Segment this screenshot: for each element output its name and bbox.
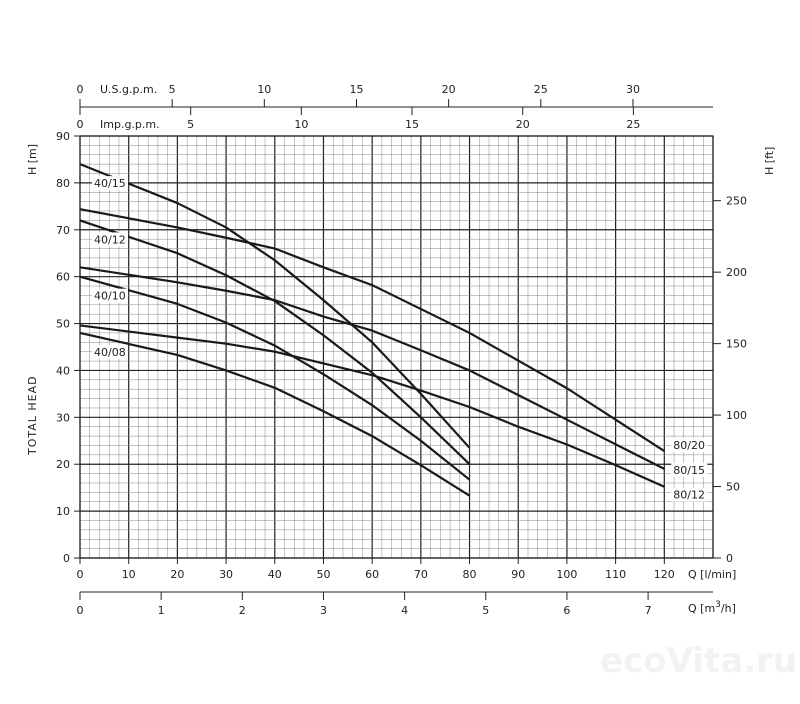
series-label-bg [92,344,128,359]
usgpm-tick-label: 15 [349,83,363,96]
impgpm-tick-label: 15 [405,118,419,131]
x-tick-label: 10 [122,568,136,581]
m3h-axis-label: Q [m3/h] [688,600,736,615]
y-tick-label: 70 [56,224,70,237]
curve-40-08 [79,331,471,497]
ft-tick-label: 0 [726,552,733,565]
x-tick-label: 100 [556,568,577,581]
x-tick-label: 120 [654,568,675,581]
y-tick-label: 90 [56,130,70,143]
ft-tick-label: 250 [726,195,747,208]
y-tick-label: 0 [63,552,70,565]
curve-40-10 [79,275,471,481]
total-head-label: TOTAL HEAD [26,375,39,456]
usgpm-tick-label: 30 [626,83,640,96]
x-tick-label: 110 [605,568,626,581]
x-tick-label: 50 [316,568,330,581]
y-tick-label: 20 [56,458,70,471]
impgpm-tick-label: 0 [77,118,84,131]
usgpm-tick-label: 10 [257,83,271,96]
x-tick-label: 0 [77,568,84,581]
x-tick-label: 40 [268,568,282,581]
series-label-bg [92,176,128,191]
curve-80-12 [79,324,665,488]
y-axis-label: H [m] [26,144,39,175]
usgpm-tick-label: 0 [77,83,84,96]
grid [79,135,714,559]
right-y-axis-label: H [ft] [763,147,776,175]
ft-tick-label: 200 [726,266,747,279]
curves [79,163,665,497]
impgpm-axis-label: Imp.g.p.m. [100,118,160,131]
y-tick-label: 60 [56,271,70,284]
curve-80-15 [79,266,665,470]
m3h-tick-label: 0 [77,604,84,617]
impgpm-tick-label: 20 [516,118,530,131]
ft-tick-label: 50 [726,481,740,494]
series-label: 40/08 [94,346,126,359]
m3h-tick-label: 7 [645,604,652,617]
m3h-tick-label: 3 [320,604,327,617]
plot-frame [79,135,714,559]
series-label-bg [92,288,128,303]
m3h-tick-label: 1 [158,604,165,617]
x-tick-label: 20 [170,568,184,581]
series-label-bg [92,232,128,247]
ft-tick-label: 100 [726,409,747,422]
x-tick-label: 80 [463,568,477,581]
y-tick-label: 40 [56,364,70,377]
series-label-bg [671,487,708,502]
y-tick-label: 10 [56,505,70,518]
series-label-bg [671,438,708,453]
ft-tick-label: 150 [726,338,747,351]
impgpm-tick-label: 25 [626,118,640,131]
series-label-bg [671,462,708,477]
usgpm-axis-label: U.S.g.p.m. [100,83,157,96]
m3h-tick-label: 6 [563,604,570,617]
usgpm-tick-label: 20 [442,83,456,96]
x-axis-label: Q [l/min] [688,568,736,581]
curve-40-15 [79,163,471,449]
y-tick-label: 50 [56,318,70,331]
series-label: 40/12 [94,233,126,246]
usgpm-tick-label: 25 [534,83,548,96]
impgpm-tick-label: 5 [187,118,194,131]
curve-40-12 [79,219,471,466]
x-tick-label: 90 [511,568,525,581]
series-label: 80/20 [673,439,705,452]
series-label: 80/15 [673,464,705,477]
m3h-tick-label: 2 [239,604,246,617]
impgpm-tick-label: 10 [294,118,308,131]
x-tick-label: 70 [414,568,428,581]
series-label: 80/12 [673,489,705,502]
curve-80-20 [79,208,665,453]
x-tick-label: 30 [219,568,233,581]
series-label: 40/10 [94,290,126,303]
series-label: 40/15 [94,177,126,190]
m3h-tick-label: 5 [482,604,489,617]
usgpm-tick-label: 5 [169,83,176,96]
watermark: ecoVita.ru [600,641,797,681]
labels: 40/15 40/12 40/10 40/08 80/20 80/15 80/12 [92,176,708,502]
x-tick-label: 60 [365,568,379,581]
m3h-tick-label: 4 [401,604,408,617]
y-tick-label: 80 [56,177,70,190]
y-tick-label: 30 [56,411,70,424]
